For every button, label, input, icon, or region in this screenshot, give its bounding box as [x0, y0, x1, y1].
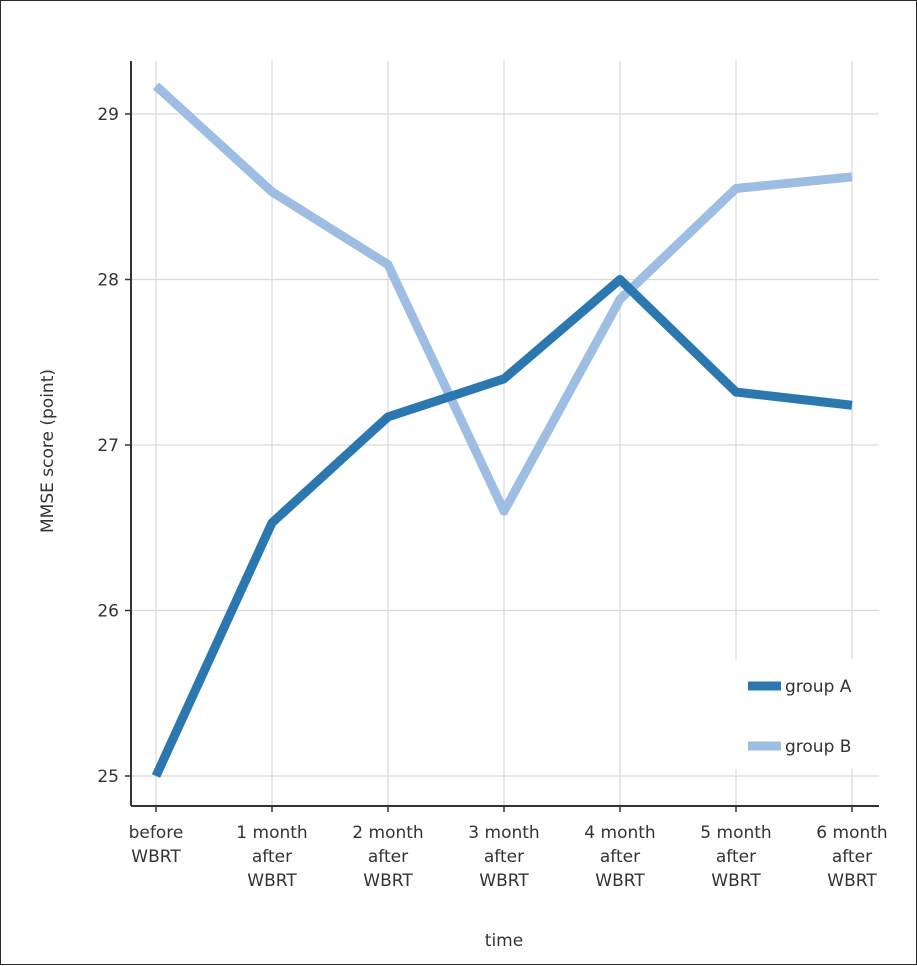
x-tick-label: 6 month after WBRT [816, 823, 887, 891]
x-axis-label: time [485, 931, 523, 951]
y-tick-label: 26 [97, 602, 119, 622]
x-tick-label: 4 month after WBRT [584, 823, 655, 891]
series-lines [151, 82, 853, 778]
legend-box [733, 659, 877, 769]
y-tick-label: 29 [97, 105, 119, 125]
x-tick-label: before WBRT [129, 823, 184, 867]
x-tick-label: 3 month after WBRT [468, 823, 539, 891]
legend-label: group B [785, 737, 851, 757]
axes [125, 61, 879, 812]
x-tick-label: 5 month after WBRT [700, 823, 771, 891]
y-tick-label: 28 [97, 271, 119, 291]
series-line-group-a [151, 275, 853, 778]
tick-labels: 25 26 27 28 29 before WBRT 1 month after WBRT 2 mo… [97, 105, 887, 891]
y-axis-label: MMSE score (point) [38, 369, 58, 533]
x-tick-label: 2 month after WBRT [352, 823, 423, 891]
x-tick-label: 1 month after WBRT [236, 823, 307, 891]
y-tick-label: 27 [97, 436, 119, 456]
series-line-group-b [152, 82, 853, 516]
y-tick-label: 25 [97, 767, 119, 787]
legend: group A group B [733, 659, 877, 769]
legend-label: group A [785, 677, 852, 697]
